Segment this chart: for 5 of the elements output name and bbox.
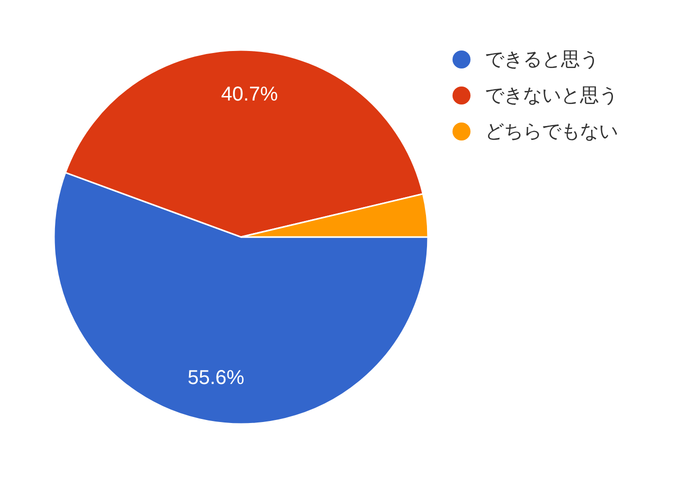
legend-label: できると思う	[485, 48, 599, 70]
legend-label: できないと思う	[485, 84, 618, 106]
data-label: 55.6%	[188, 366, 245, 389]
data-label: 40.7%	[221, 83, 278, 106]
legend-label: どちらでもない	[485, 120, 618, 142]
